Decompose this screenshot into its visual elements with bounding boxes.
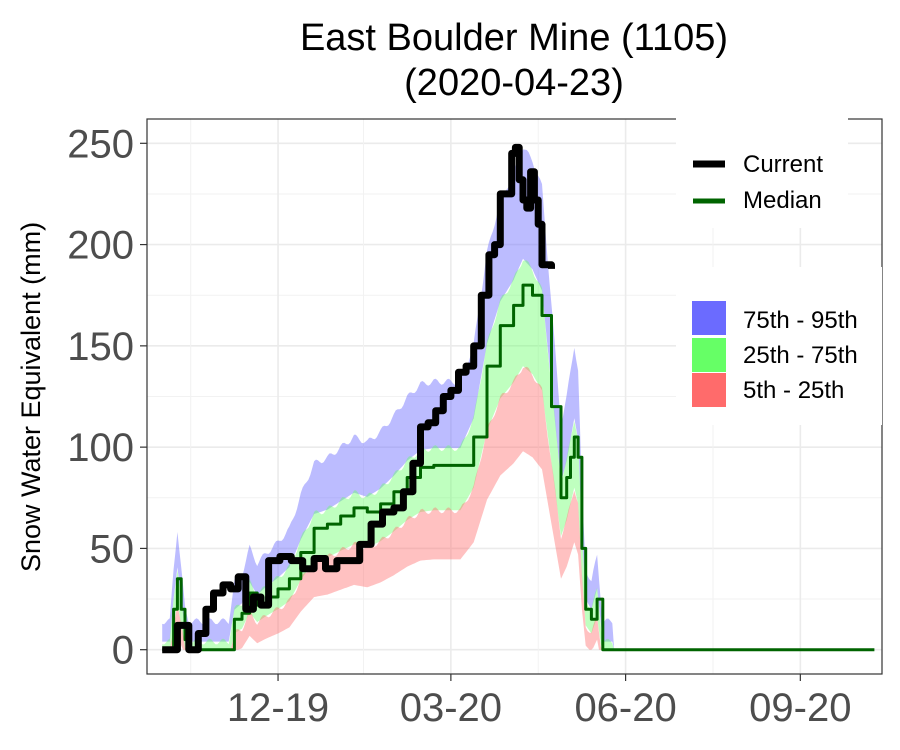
band-25-75	[162, 260, 626, 650]
chart-title: East Boulder Mine (1105)	[300, 17, 728, 59]
y-axis-label: Snow Water Equivalent (mm)	[16, 222, 46, 572]
line-legend-box	[676, 110, 848, 228]
legend-key-75-95	[692, 301, 726, 335]
legend-label-5-25: 5th - 25th	[743, 377, 844, 404]
legend-label-median: Median	[743, 187, 822, 214]
series-lines	[162, 143, 875, 654]
x-tick-label: 03-20	[400, 686, 502, 730]
chart-subtitle: (2020-04-23)	[404, 62, 624, 104]
axis-ticks: 0 50 100 150 200 250 12-19 03-20 06-20 09-20	[67, 122, 851, 730]
current-line	[162, 143, 555, 654]
band-75-95	[162, 149, 626, 650]
band-legend: 75th - 95th 25th - 75th 5th - 25th	[676, 267, 882, 425]
legend-label-75-95: 75th - 95th	[743, 307, 858, 334]
legend-key-25-75	[692, 338, 726, 372]
y-tick-label: 200	[67, 224, 134, 268]
x-tick-label: 06-20	[574, 686, 676, 730]
legend-key-5-25	[692, 373, 726, 407]
band-5-25	[162, 366, 626, 650]
y-tick-label: 50	[90, 527, 135, 571]
percentile-bands	[162, 149, 626, 650]
x-tick-label: 12-19	[227, 686, 329, 730]
x-tick-label: 09-20	[749, 686, 851, 730]
y-tick-label: 0	[112, 629, 134, 673]
legend-label-25-75: 25th - 75th	[743, 342, 858, 369]
line-legend: Current Median	[676, 110, 848, 228]
y-tick-label: 250	[67, 122, 134, 166]
y-tick-label: 150	[67, 325, 134, 369]
y-tick-label: 100	[67, 426, 134, 470]
legend-label-current: Current	[743, 151, 823, 178]
